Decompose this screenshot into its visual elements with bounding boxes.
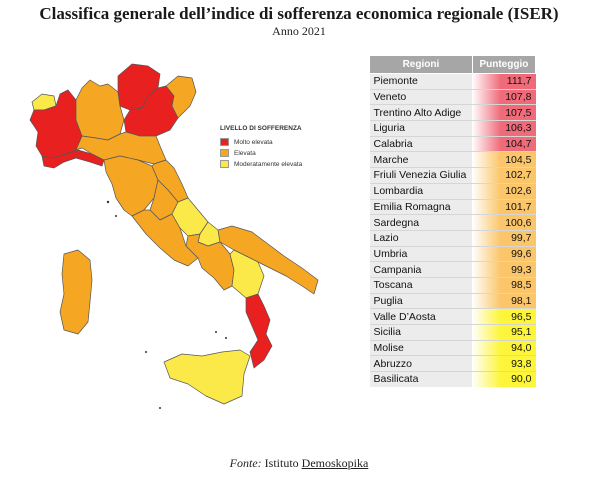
score-cell: 90,0 (472, 371, 536, 387)
table-row: Sardegna 100,6 (369, 214, 536, 231)
table-row: Valle D’Aosta 96,5 (369, 308, 536, 325)
region-name-cell: Lazio (369, 230, 473, 247)
table-body: Piemonte 111,7 Veneto 107,8 Trentino Alto Ad… (369, 73, 536, 387)
region-name-cell: Basilicata (369, 371, 473, 387)
legend-swatch (220, 138, 229, 146)
score-cell: 104,5 (472, 151, 536, 169)
legend-swatch (220, 149, 229, 157)
legend-item: Moderatamente elevata (220, 160, 340, 168)
score-cell: 98,5 (472, 277, 536, 294)
score-cell: 102,7 (472, 167, 536, 184)
region-toscana (103, 155, 159, 217)
page-title: Classifica generale dell’indice di soffe… (39, 4, 559, 23)
region-sardegna (59, 249, 93, 335)
score-cell: 107,5 (472, 104, 536, 122)
table-row: Lazio 99,7 (369, 230, 536, 247)
island-dot (145, 351, 147, 353)
legend-item: Molto elevata (220, 138, 340, 146)
score-cell: 111,7 (472, 73, 536, 90)
table-row: Campania 99,3 (369, 261, 536, 278)
table-row: Abruzzo 93,8 (369, 355, 536, 373)
table-row: Marche 104,5 (369, 151, 536, 169)
table-row: Toscana 98,5 (369, 277, 536, 294)
table-row: Emilia Romagna 101,7 (369, 199, 536, 216)
region-name-cell: Puglia (369, 293, 473, 310)
score-cell: 98,1 (472, 293, 536, 310)
legend-label: Molto elevata (234, 138, 273, 146)
table-row: Basilicata 90,0 (369, 371, 536, 387)
score-cell: 99,6 (472, 246, 536, 263)
region-name-cell: Trentino Alto Adige (369, 104, 473, 122)
source-middle: Istituto (261, 456, 302, 470)
ranking-table: Regioni Punteggio Piemonte 111,7 Veneto 107… (369, 55, 537, 387)
region-name-cell: Sardegna (369, 214, 473, 231)
legend-items: Molto elevata Elevata Moderatamente elevat… (220, 138, 340, 168)
score-cell: 99,3 (472, 261, 536, 278)
region-liguria (41, 149, 105, 169)
score-cell: 102,6 (472, 183, 536, 200)
table-row: Sicilia 95,1 (369, 324, 536, 341)
source-note: Fonte: Istituto Demoskopika (0, 456, 598, 471)
table-row: Umbria 99,6 (369, 246, 536, 263)
score-cell: 96,5 (472, 308, 536, 325)
page-subtitle: Anno 2021 (272, 24, 326, 38)
region-name-cell: Molise (369, 340, 473, 357)
source-prefix: Fonte: (229, 456, 262, 470)
legend-label: Elevata (234, 149, 256, 157)
region-name-cell: Marche (369, 151, 473, 169)
header-punteggio: Punteggio (471, 55, 537, 74)
table-row: Trentino Alto Adige 107,5 (369, 104, 536, 122)
table-row: Lombardia 102,6 (369, 183, 536, 200)
legend-item: Elevata (220, 149, 340, 157)
region-name-cell: Veneto (369, 89, 473, 106)
legend-label: Moderatamente elevata (234, 160, 303, 168)
region-name-cell: Liguria (369, 120, 473, 137)
region-name-cell: Sicilia (369, 324, 473, 341)
italy-map (29, 63, 319, 409)
region-calabria (245, 293, 273, 369)
region-name-cell: Umbria (369, 246, 473, 263)
island-dot (225, 337, 227, 339)
region-lombardia (75, 79, 125, 141)
score-cell: 107,8 (472, 89, 536, 106)
island-dot (115, 215, 117, 217)
score-cell: 106,3 (472, 120, 536, 137)
score-cell: 95,1 (472, 324, 536, 341)
region-name-cell: Toscana (369, 277, 473, 294)
table-row: Piemonte 111,7 (369, 73, 536, 90)
score-cell: 99,7 (472, 230, 536, 247)
region-name-cell: Lombardia (369, 183, 473, 200)
region-basilicata (229, 249, 265, 299)
legend-swatch (220, 160, 229, 168)
region-sicilia (163, 349, 251, 405)
region-name-cell: Friuli Venezia Giulia (369, 167, 473, 184)
score-cell: 100,6 (472, 214, 536, 231)
table-row: Calabria 104,7 (369, 136, 536, 153)
score-cell: 101,7 (472, 199, 536, 216)
region-name-cell: Calabria (369, 136, 473, 153)
header-regioni: Regioni (369, 55, 473, 74)
table-row: Veneto 107,8 (369, 89, 536, 106)
table-row: Puglia 98,1 (369, 293, 536, 310)
region-name-cell: Emilia Romagna (369, 199, 473, 216)
region-name-cell: Campania (369, 261, 473, 278)
table-row: Liguria 106,3 (369, 120, 536, 137)
map-legend: LIVELLO DI SOFFERENZA Molto elevata Eleva… (220, 125, 340, 171)
legend-title: LIVELLO DI SOFFERENZA (220, 125, 302, 132)
island-dot (215, 331, 217, 333)
island-dot (159, 407, 161, 409)
island-dot (106, 200, 110, 204)
score-cell: 104,7 (472, 136, 536, 153)
table-row: Molise 94,0 (369, 340, 536, 357)
table-row: Friuli Venezia Giulia 102,7 (369, 167, 536, 184)
score-cell: 93,8 (472, 355, 536, 373)
region-name-cell: Abruzzo (369, 355, 473, 373)
region-veneto (123, 85, 179, 137)
region-friuli (165, 75, 197, 119)
region-name-cell: Piemonte (369, 73, 473, 90)
region-name-cell: Valle D’Aosta (369, 308, 473, 325)
score-cell: 94,0 (472, 340, 536, 357)
table-header-row: Regioni Punteggio (369, 55, 537, 74)
source-org: Demoskopika (301, 456, 369, 470)
